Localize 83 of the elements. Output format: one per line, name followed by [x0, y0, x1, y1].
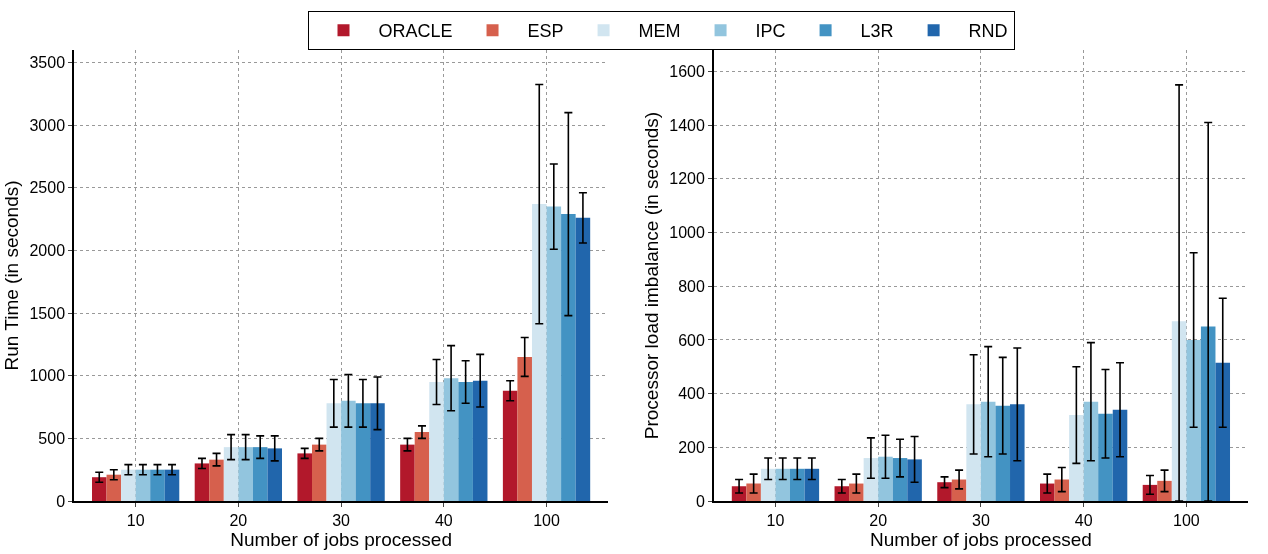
- bar: [267, 448, 283, 501]
- y-tick-label: 2500: [29, 179, 66, 197]
- y-tick-label: 1000: [29, 367, 66, 385]
- bar: [121, 469, 136, 501]
- bar: [164, 469, 180, 501]
- x-tick-label: 100: [1173, 511, 1200, 529]
- y-tick-label: 1400: [669, 116, 705, 134]
- y-tick-label: 400: [678, 385, 705, 403]
- y-tick-label: 0: [56, 492, 66, 510]
- y-tick-label: 200: [678, 438, 705, 456]
- x-tick-label: 100: [533, 511, 560, 529]
- y-tick-label: 800: [678, 277, 705, 295]
- y-tick-label: 1500: [29, 304, 66, 322]
- bar: [135, 469, 151, 501]
- bar: [1186, 339, 1201, 501]
- bar: [311, 444, 327, 501]
- legend-label: RND: [968, 21, 1008, 42]
- legend-label: L3R: [860, 21, 894, 42]
- bar: [150, 469, 165, 501]
- bar: [531, 204, 547, 501]
- bar: [458, 381, 473, 501]
- bar: [238, 447, 253, 501]
- bar: [326, 403, 342, 501]
- bar: [1215, 362, 1231, 501]
- bar: [209, 459, 224, 501]
- bar: [429, 381, 444, 501]
- bar: [790, 468, 805, 501]
- bar: [575, 217, 591, 501]
- bar: [561, 214, 576, 501]
- bar: [966, 404, 981, 501]
- bar: [472, 380, 488, 501]
- x-tick-label: 20: [869, 511, 888, 529]
- x-tick-label: 10: [766, 511, 785, 529]
- bar: [502, 390, 518, 501]
- y-tick-label: 1200: [669, 170, 705, 188]
- y-tick-label: 600: [678, 331, 705, 349]
- bar: [907, 459, 922, 501]
- legend-label: ORACLE: [378, 21, 453, 42]
- bar: [1098, 413, 1113, 501]
- y-tick-label: 1000: [669, 224, 705, 242]
- bar: [252, 447, 268, 501]
- y-tick-label: 3000: [29, 116, 66, 134]
- legend-label: IPC: [755, 21, 786, 42]
- x-tick-label: 30: [332, 511, 351, 529]
- x-axis-title: Number of jobs processed: [870, 528, 1092, 550]
- bar: [1157, 480, 1172, 501]
- bar: [760, 468, 776, 501]
- bar: [804, 468, 820, 501]
- bar: [400, 444, 415, 501]
- x-axis-title: Number of jobs processed: [230, 528, 452, 550]
- legend-label: MEM: [638, 21, 681, 42]
- bar: [546, 206, 562, 501]
- x-tick-label: 10: [126, 511, 145, 529]
- bar: [297, 453, 312, 501]
- x-tick-label: 20: [229, 511, 248, 529]
- y-axis-title: Run Time (in seconds): [0, 180, 22, 371]
- legend-label: ESP: [527, 21, 564, 42]
- y-tick-label: 0: [695, 492, 705, 510]
- x-tick-label: 40: [434, 511, 453, 529]
- bar: [746, 483, 761, 501]
- bar: [194, 463, 210, 501]
- bar: [995, 405, 1011, 501]
- bar: [775, 468, 791, 501]
- bar: [517, 356, 532, 501]
- y-tick-label: 1600: [669, 63, 705, 81]
- y-axis-title: Processor load imbalance (in seconds): [640, 111, 662, 440]
- x-tick-label: 40: [1074, 511, 1093, 529]
- bar: [341, 400, 356, 501]
- bar: [1069, 415, 1084, 501]
- bar: [91, 477, 107, 501]
- bar: [1010, 404, 1025, 501]
- bar: [937, 482, 952, 501]
- bar: [849, 483, 864, 501]
- y-tick-label: 500: [38, 429, 66, 447]
- bar: [878, 456, 893, 501]
- bar: [370, 403, 385, 501]
- y-tick-label: 2000: [29, 242, 66, 260]
- bar: [443, 378, 459, 501]
- bar: [355, 403, 371, 501]
- y-tick-label: 3500: [29, 54, 66, 72]
- bar: [414, 432, 430, 501]
- bar: [223, 447, 239, 501]
- x-tick-label: 30: [972, 511, 990, 529]
